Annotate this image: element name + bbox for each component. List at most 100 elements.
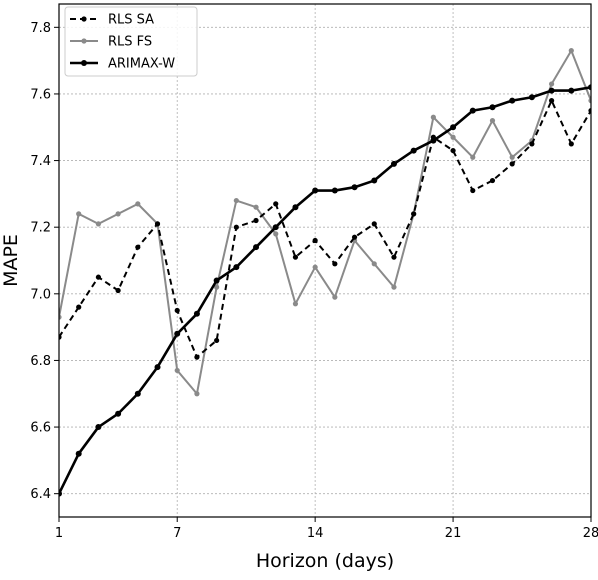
y-tick-label: 6.8 [30,354,51,369]
data-point-rls-sa [529,141,535,147]
data-point-arimax-w [174,330,181,337]
legend-item-arimax-w: ARIMAX-W [70,57,175,72]
data-point-rls-sa [351,234,358,240]
data-point-rls-sa [548,98,555,104]
data-point-rls-fs [470,154,476,160]
legend-marker [81,38,87,44]
data-point-rls-sa [332,261,338,267]
data-point-arimax-w [292,204,299,211]
series-line-rls-sa [59,99,591,359]
data-point-rls-sa [194,354,200,360]
data-point-rls-fs [273,231,279,237]
data-point-arimax-w [95,424,102,431]
data-point-rls-sa [470,187,476,194]
series-line-arimax-w [59,85,591,495]
data-point-rls-sa [509,161,515,167]
series-rls-fs [59,48,591,397]
data-point-arimax-w [233,264,240,271]
data-point-arimax-w [331,187,338,194]
legend-item-rls-fs: RLS FS [70,35,152,50]
legend-label: ARIMAX-W [108,57,175,72]
data-point-rls-fs [59,314,62,320]
series-layer [59,48,591,497]
y-tick-label: 6.4 [30,487,51,502]
data-point-arimax-w [154,364,161,371]
data-point-rls-sa [411,211,417,217]
legend-box [64,6,198,77]
y-tick-label: 6.6 [30,421,51,436]
data-point-rls-sa [253,217,259,224]
legend-label: RLS SA [108,13,154,28]
data-point-rls-sa [59,334,62,340]
data-point-arimax-w [450,124,457,131]
data-point-rls-sa [233,224,239,230]
legend-label: RLS FS [108,35,152,50]
data-point-arimax-w [390,160,397,167]
data-point-arimax-w [193,310,200,317]
legend-item-rls-sa: RLS SA [70,13,154,28]
data-point-rls-fs [76,211,82,217]
data-point-arimax-w [59,490,62,497]
data-point-rls-sa [391,254,397,260]
data-point-rls-fs [233,197,239,204]
series-arimax-w [59,84,591,497]
y-tick-label: 7.0 [30,287,51,302]
data-point-rls-fs [489,117,496,124]
data-point-rls-sa [568,141,574,147]
data-point-arimax-w [253,244,260,251]
data-point-arimax-w [430,137,437,144]
data-point-rls-fs [450,134,456,140]
legend-marker [81,60,87,66]
series-line-rls-fs [59,49,591,395]
data-point-rls-sa [292,254,299,260]
data-point-rls-sa [76,304,82,310]
y-axis-title: MAPE [0,234,22,287]
x-tick-label: 21 [445,526,462,541]
data-point-rls-sa [95,274,102,280]
data-point-rls-sa [214,337,220,344]
legend-marker [81,16,87,22]
data-point-arimax-w [312,187,319,194]
data-point-rls-fs [430,114,436,120]
data-point-rls-fs [312,264,318,270]
data-point-arimax-w [588,84,591,91]
axis-ticks: 1 7 14 21 28 6.4 6.6 6.8 7.0 7.2 7.4 7.6 7.8 [30,21,598,541]
x-tick-label: 14 [307,526,324,541]
data-point-rls-fs [548,81,555,87]
data-point-rls-sa [135,244,141,250]
data-point-rls-fs [115,211,121,217]
data-point-rls-fs [253,204,259,210]
data-point-rls-sa [154,221,161,227]
data-point-arimax-w [509,97,516,104]
y-tick-label: 7.2 [30,221,51,236]
data-point-arimax-w [351,184,358,191]
data-point-rls-sa [371,221,377,227]
data-point-rls-fs [588,98,591,104]
x-axis-title: Horizon (days) [256,550,394,572]
data-point-arimax-w [528,94,535,101]
x-tick-label: 28 [583,526,598,541]
data-point-rls-fs [135,201,141,207]
data-point-rls-fs [174,367,180,374]
data-point-arimax-w [469,107,476,114]
y-tick-label: 7.8 [30,21,51,36]
data-point-rls-fs [332,294,338,300]
data-point-arimax-w [115,410,122,417]
data-point-rls-sa [450,147,456,154]
x-tick-label: 7 [173,526,181,541]
data-point-rls-sa [588,107,591,114]
data-point-rls-sa [174,307,180,314]
data-point-arimax-w [134,390,141,397]
legend: RLS SA RLS FS ARIMAX-W [64,6,198,77]
data-point-arimax-w [568,87,575,94]
data-point-arimax-w [548,87,555,94]
data-point-rls-fs [292,301,299,307]
data-point-rls-fs [194,391,200,397]
y-tick-label: 7.4 [30,154,51,169]
data-point-arimax-w [410,147,417,154]
data-point-arimax-w [489,104,496,111]
y-tick-label: 7.6 [30,87,51,102]
data-point-arimax-w [213,277,220,284]
